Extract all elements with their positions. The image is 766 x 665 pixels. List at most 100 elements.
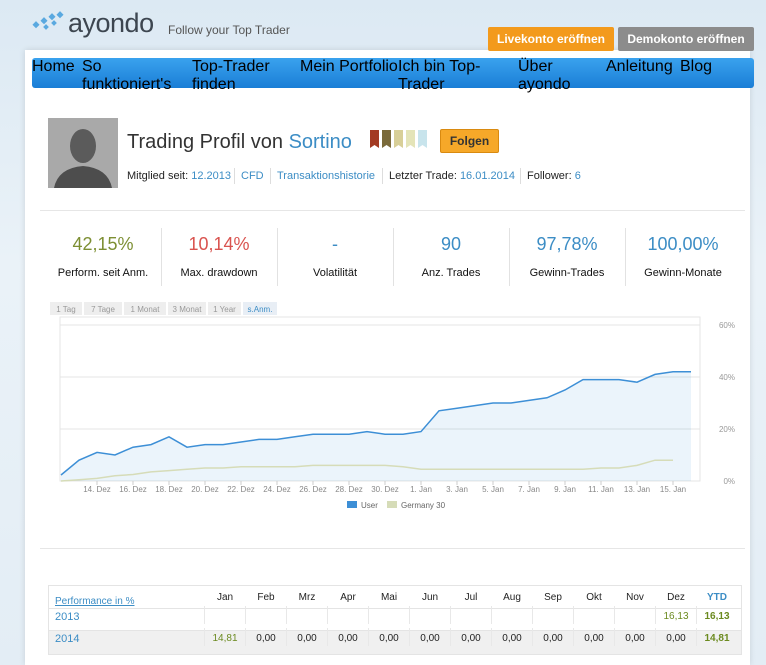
- meta-item: Letzter Trade: 16.01.2014: [389, 170, 515, 182]
- y-tick-label: 40%: [719, 373, 735, 382]
- cell-border: [286, 628, 287, 646]
- x-tick-label: 9. Jan: [554, 485, 576, 494]
- cell-border: [614, 628, 615, 646]
- table-cell: 0,00: [584, 633, 604, 644]
- legend-label: Germany 30: [401, 501, 446, 510]
- meta-item: Mitglied seit: 12.2013: [127, 170, 231, 182]
- row-year[interactable]: 2013: [55, 611, 80, 623]
- column-header: Aug: [503, 592, 521, 603]
- stat-value: 97,78%: [536, 234, 598, 254]
- column-header: Okt: [586, 592, 602, 603]
- column-header: YTD: [707, 592, 727, 603]
- cell-border: [368, 606, 369, 624]
- table-cell: 0,00: [379, 633, 399, 644]
- meta-link[interactable]: 16.01.2014: [459, 170, 515, 182]
- meta-link[interactable]: 12.2013: [191, 170, 231, 182]
- x-tick-label: 28. Dez: [335, 485, 363, 494]
- cell-border: [614, 606, 615, 624]
- cell-border: [696, 606, 697, 624]
- follow-button[interactable]: Folgen: [440, 129, 499, 153]
- stat-label: Perform. seit Anm.: [57, 267, 149, 279]
- cell-border: [491, 606, 492, 624]
- x-tick-label: 18. Dez: [155, 485, 183, 494]
- table-cell: 16,13: [663, 611, 689, 622]
- stat-label: Max. drawdown: [180, 267, 258, 279]
- stat-label: Gewinn-Monate: [644, 267, 722, 279]
- logo[interactable]: ayondo: [68, 8, 154, 38]
- cell-border: [532, 628, 533, 646]
- performance-chart: 1 Tag 7 Tage 1 Monat 3 Monat 1 Year s.Anm. 0% 2…: [50, 302, 735, 510]
- x-tick-label: 11. Jan: [588, 485, 614, 494]
- series-line: [60, 371, 691, 476]
- range-tab-bg[interactable]: [124, 302, 166, 315]
- y-tick-label: 0%: [723, 477, 735, 486]
- nav-item[interactable]: Über ayondo: [518, 58, 571, 93]
- meta-link[interactable]: CFD: [241, 170, 264, 182]
- range-tab[interactable]: 7 Tage: [91, 305, 115, 314]
- cell-border: [245, 606, 246, 624]
- x-tick-label: 15. Jan: [660, 485, 686, 494]
- performance-table: Performance in % Jan Feb Mrz Apr Mai Jun Jul Aug…: [48, 585, 742, 655]
- stat-label: Volatilität: [312, 267, 358, 279]
- cell-border: [532, 606, 533, 624]
- cell-border: [491, 628, 492, 646]
- profile-title-text: Trading Profil von: [127, 131, 283, 153]
- x-tick-label: 5. Jan: [482, 485, 504, 494]
- meta-separator: [270, 168, 271, 184]
- nav-item[interactable]: Ich bin Top-Trader: [398, 58, 481, 93]
- nav-item[interactable]: Blog: [680, 58, 713, 75]
- tagline: Follow your Top Trader: [168, 23, 290, 37]
- x-tick-label: 26. Dez: [299, 485, 327, 494]
- range-tab-bg[interactable]: [50, 302, 82, 315]
- column-header: Mrz: [298, 592, 316, 603]
- column-header: Apr: [340, 592, 356, 603]
- meta-separator: [520, 168, 521, 184]
- column-header: Jun: [421, 592, 439, 603]
- cell-border: [573, 606, 574, 624]
- table-cell: 0,00: [297, 633, 317, 644]
- cell-border: [450, 606, 451, 624]
- stat-value: 42,15%: [72, 234, 134, 254]
- stat-separator: [625, 228, 626, 286]
- x-tick-label: 22. Dez: [227, 485, 255, 494]
- column-header: Mai: [380, 592, 398, 603]
- meta-link[interactable]: Transaktionshistorie: [277, 170, 376, 182]
- range-tab[interactable]: 3 Monat: [173, 305, 203, 314]
- range-tab[interactable]: 1 Tag: [56, 305, 75, 314]
- table-cell: 0,00: [625, 633, 645, 644]
- cell-border: [696, 628, 697, 646]
- x-tick-label: 3. Jan: [446, 485, 468, 494]
- range-tab[interactable]: 1 Year: [213, 305, 236, 314]
- cell-border: [204, 628, 205, 646]
- cell-border: [327, 628, 328, 646]
- meta-link[interactable]: 6: [574, 170, 581, 182]
- stat-separator: [161, 228, 162, 286]
- range-tab-bg[interactable]: [84, 302, 122, 315]
- nav-item[interactable]: Home: [32, 58, 75, 75]
- row-year[interactable]: 2014: [55, 633, 80, 645]
- cell-border: [450, 628, 451, 646]
- demo-account-button[interactable]: Demokonto eröffnen: [618, 27, 754, 51]
- nav-item[interactable]: So funktioniert's: [82, 58, 172, 93]
- table-cell: 0,00: [543, 633, 563, 644]
- table-cell: 0,00: [256, 633, 276, 644]
- live-account-button[interactable]: Livekonto eröffnen: [488, 27, 614, 51]
- range-tab-bg[interactable]: [243, 302, 277, 315]
- range-tab[interactable]: s.Anm.: [248, 305, 273, 314]
- trader-name[interactable]: Sortino: [288, 131, 352, 153]
- row-bg: [49, 630, 741, 654]
- table-cell: 14,81: [704, 633, 730, 644]
- y-tick-label: 60%: [719, 321, 735, 330]
- series-line: [60, 459, 673, 482]
- nav-item[interactable]: Mein Portfolio: [300, 58, 398, 75]
- range-tab[interactable]: 1 Monat: [131, 305, 161, 314]
- column-header: Jul: [464, 592, 478, 603]
- nav-item[interactable]: Top-Trader finden: [192, 58, 270, 93]
- range-tab-bg[interactable]: [208, 302, 241, 315]
- nav-item[interactable]: Anleitung: [606, 58, 673, 75]
- table-title[interactable]: Performance in %: [55, 596, 135, 607]
- range-tab-bg[interactable]: [168, 302, 206, 315]
- meta-item: Follower: 6: [527, 170, 581, 182]
- meta-label: Mitglied seit:: [127, 170, 189, 182]
